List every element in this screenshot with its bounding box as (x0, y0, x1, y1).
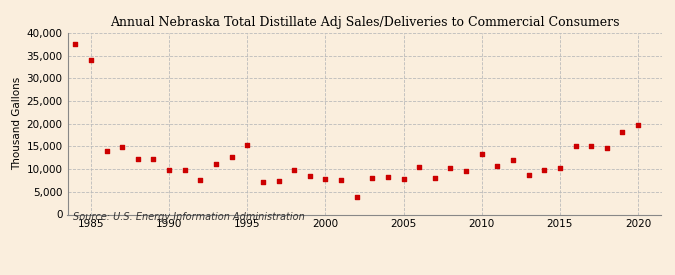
Point (101, 149, 112, 153)
Point (445, 166, 456, 170)
Point (461, 169, 472, 174)
Point (477, 152, 487, 156)
Point (226, 155, 237, 160)
Point (523, 172, 534, 177)
Point (383, 175, 394, 180)
Point (351, 195, 362, 199)
Point (367, 176, 378, 180)
Point (320, 177, 331, 181)
Point (508, 157, 518, 162)
Point (195, 178, 206, 183)
Point (554, 166, 565, 170)
Y-axis label: Thousand Gallons: Thousand Gallons (12, 77, 22, 170)
Point (70, 42, 81, 46)
Point (148, 156, 159, 161)
Point (164, 168, 175, 173)
Title: Annual Nebraska Total Distillate Adj Sales/Deliveries to Commercial Consumers: Annual Nebraska Total Distillate Adj Sal… (110, 16, 619, 29)
Point (539, 168, 549, 173)
Point (117, 145, 128, 150)
Point (211, 161, 221, 166)
Point (601, 146, 612, 150)
Point (570, 143, 581, 148)
Point (414, 165, 425, 169)
Point (617, 130, 628, 134)
Point (492, 164, 503, 168)
Point (304, 174, 315, 178)
Point (257, 180, 268, 184)
Point (86, 58, 97, 62)
Point (586, 144, 597, 148)
Point (289, 167, 300, 172)
Point (242, 143, 252, 147)
Point (398, 177, 409, 181)
Point (132, 157, 143, 161)
Point (335, 177, 346, 182)
Point (429, 176, 440, 180)
Text: Source: U.S. Energy Information Administration: Source: U.S. Energy Information Administ… (74, 212, 305, 222)
Point (632, 122, 643, 127)
Point (180, 168, 190, 172)
Point (273, 179, 284, 184)
